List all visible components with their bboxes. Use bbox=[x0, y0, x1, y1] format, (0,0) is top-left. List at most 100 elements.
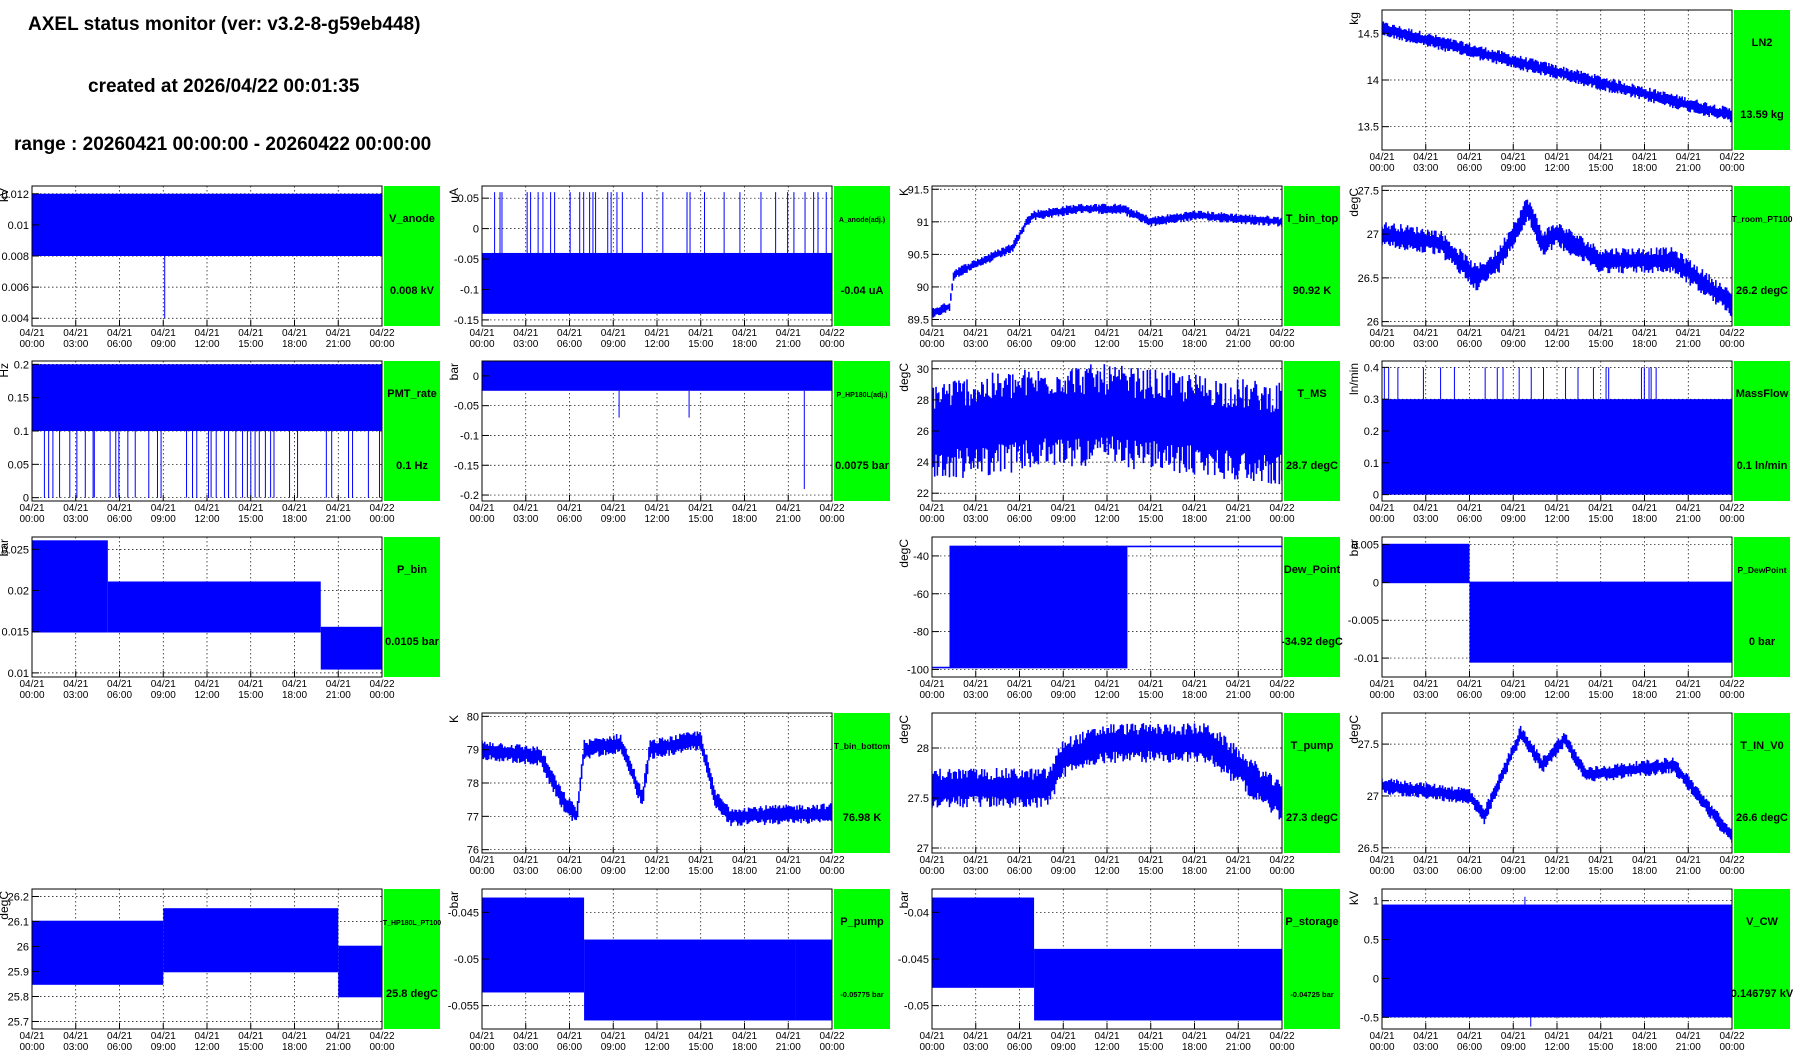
x-tick-label-date: 04/21 bbox=[19, 679, 44, 690]
y-tick-label: 13.5 bbox=[1358, 122, 1379, 134]
chart-panel-t-bin-bottom: 7677787980K04/2100:0004/2103:0004/2106:0… bbox=[447, 711, 891, 877]
x-tick-label-date: 04/21 bbox=[1182, 679, 1207, 690]
x-tick-label-date: 04/21 bbox=[1501, 328, 1526, 339]
x-tick-label-date: 04/21 bbox=[1413, 679, 1438, 690]
series-line bbox=[1382, 725, 1732, 843]
x-tick-label-time: 15:00 bbox=[238, 1042, 263, 1052]
x-tick-label-date: 04/21 bbox=[151, 328, 176, 339]
chart-panel-v-anode: 0.0040.0060.0080.010.012kV04/2100:0004/2… bbox=[0, 185, 440, 350]
y-axis-label: bar bbox=[0, 539, 11, 556]
x-axis: 04/2100:0004/2103:0004/2106:0004/2109:00… bbox=[19, 671, 395, 701]
x-tick-label-date: 04/21 bbox=[1588, 1031, 1613, 1042]
y-tick-label: 26.5 bbox=[1358, 843, 1379, 855]
y-tick-label: 0.015 bbox=[1, 627, 29, 639]
x-tick-label-time: 12:00 bbox=[1094, 1042, 1119, 1052]
x-tick-label-date: 04/21 bbox=[644, 503, 669, 514]
y-tick-label: -0.05 bbox=[454, 401, 479, 413]
x-tick-label-date: 04/21 bbox=[326, 679, 351, 690]
y-tick-label: 0 bbox=[1373, 577, 1379, 589]
series-band bbox=[795, 939, 832, 1021]
x-tick-label-time: 00:00 bbox=[19, 339, 44, 350]
x-tick-label-date: 04/21 bbox=[1007, 679, 1032, 690]
x-tick-label-time: 12:00 bbox=[1544, 1042, 1569, 1052]
y-axis-label: kV bbox=[1347, 891, 1361, 905]
x-tick-label-date: 04/21 bbox=[1051, 1031, 1076, 1042]
x-tick-label-time: 18:00 bbox=[732, 514, 757, 525]
series-line bbox=[1382, 896, 1732, 1027]
y-tick-label: 26.2 bbox=[8, 892, 29, 904]
x-tick-label-date: 04/21 bbox=[1051, 328, 1076, 339]
x-tick-label-date: 04/21 bbox=[63, 1031, 88, 1042]
x-tick-label-date: 04/21 bbox=[732, 328, 757, 339]
y-axis-label: degC bbox=[0, 891, 11, 920]
y-axis: 25.7 25.8 25.9 26 26.1 26.2 bbox=[8, 892, 39, 1029]
series-band bbox=[584, 939, 796, 1021]
y-axis: -100 -80 -60 -40 bbox=[907, 551, 939, 676]
status-panel-title: P_DewPoint bbox=[1737, 565, 1786, 575]
x-tick-label-date: 04/21 bbox=[1182, 328, 1207, 339]
status-panel-title: P_HP180L(adj.) bbox=[837, 392, 888, 399]
x-axis: 04/2100:0004/2103:0004/2106:0004/2109:00… bbox=[469, 495, 845, 525]
chart-panel-dew-point: -100-80-60-40degC04/2100:0004/2103:0004/… bbox=[897, 536, 1343, 701]
y-tick-label: -0.05 bbox=[454, 954, 479, 966]
x-tick-label-time: 12:00 bbox=[1544, 866, 1569, 877]
x-tick-label-time: 12:00 bbox=[194, 1042, 219, 1052]
y-tick-label: -0.005 bbox=[1348, 615, 1379, 627]
x-tick-label-date: 04/21 bbox=[1369, 855, 1394, 866]
series-band bbox=[32, 364, 382, 431]
status-panel bbox=[1284, 889, 1340, 1029]
x-tick-label-date: 04/21 bbox=[644, 855, 669, 866]
y-axis: 76 77 78 79 80 bbox=[467, 711, 489, 857]
series-band bbox=[932, 666, 950, 669]
x-tick-label-date: 04/21 bbox=[963, 679, 988, 690]
x-tick-label-time: 03:00 bbox=[963, 866, 988, 877]
y-axis-label: bar bbox=[1347, 539, 1361, 556]
x-tick-label-time: 00:00 bbox=[469, 339, 494, 350]
y-axis: -0.5 0 0.5 1 bbox=[1360, 896, 1389, 1024]
status-panel bbox=[1734, 361, 1790, 501]
status-panel bbox=[834, 361, 890, 501]
chart-panel-p-bin: 0.010.0150.020.025bar04/2100:0004/2103:0… bbox=[0, 536, 440, 701]
x-tick-label-time: 00:00 bbox=[1369, 690, 1394, 701]
x-tick-label-date: 04/21 bbox=[557, 855, 582, 866]
chart-panel-ln2: 13.51414.5kg04/2100:0004/2103:0004/2106:… bbox=[1347, 9, 1790, 174]
series-line bbox=[932, 545, 1282, 669]
grid bbox=[482, 361, 832, 501]
y-tick-label: -0.5 bbox=[1360, 1012, 1379, 1024]
y-tick-label: 26 bbox=[17, 942, 29, 954]
x-tick-label-date: 04/21 bbox=[1632, 328, 1657, 339]
x-tick-label-time: 18:00 bbox=[1632, 1042, 1657, 1052]
x-tick-label-date: 04/21 bbox=[1676, 855, 1701, 866]
x-tick-label-date: 04/21 bbox=[1413, 152, 1438, 163]
x-tick-label-date: 04/21 bbox=[1676, 1031, 1701, 1042]
series-band bbox=[32, 540, 108, 633]
x-tick-label-time: 09:00 bbox=[1051, 339, 1076, 350]
x-tick-label-time: 06:00 bbox=[557, 1042, 582, 1052]
x-tick-label-date: 04/21 bbox=[1676, 503, 1701, 514]
y-axis-label: uA bbox=[447, 188, 461, 203]
x-tick-label-time: 15:00 bbox=[1588, 866, 1613, 877]
x-tick-label-time: 09:00 bbox=[1501, 866, 1526, 877]
series-line bbox=[1382, 199, 1732, 317]
x-tick-label-date: 04/21 bbox=[1676, 152, 1701, 163]
x-tick-label-date: 04/21 bbox=[1544, 152, 1569, 163]
chart-panel-p-hp180l-adj-: -0.2-0.15-0.1-0.050bar04/2100:0004/2103:… bbox=[447, 360, 890, 525]
y-axis-label: degC bbox=[1347, 715, 1361, 744]
status-panel bbox=[1284, 537, 1340, 677]
x-tick-label-date: 04/22 bbox=[1269, 679, 1294, 690]
series-line bbox=[1382, 367, 1732, 495]
y-tick-label: 0 bbox=[473, 224, 479, 236]
x-tick-label-time: 12:00 bbox=[1544, 690, 1569, 701]
y-tick-label: 27.5 bbox=[908, 793, 929, 805]
y-tick-label: -0.05 bbox=[904, 1001, 929, 1013]
chart-panel-a-anode-adj-: -0.15-0.1-0.0500.05uA04/2100:0004/2103:0… bbox=[447, 185, 890, 350]
x-tick-label-time: 21:00 bbox=[1226, 866, 1251, 877]
x-tick-label-date: 04/21 bbox=[1457, 152, 1482, 163]
chart-panel-pmt-rate: 00.050.10.150.2Hz04/2100:0004/2103:0004/… bbox=[0, 359, 440, 525]
x-tick-label-date: 04/21 bbox=[963, 855, 988, 866]
x-tick-label-date: 04/21 bbox=[644, 1031, 669, 1042]
x-tick-label-time: 09:00 bbox=[1051, 514, 1076, 525]
x-tick-label-date: 04/21 bbox=[194, 1031, 219, 1042]
series-line bbox=[32, 193, 382, 319]
